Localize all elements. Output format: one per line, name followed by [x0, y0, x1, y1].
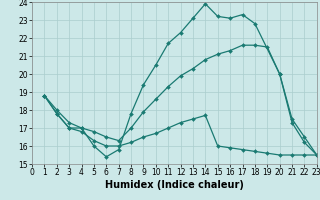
X-axis label: Humidex (Indice chaleur): Humidex (Indice chaleur) — [105, 180, 244, 190]
